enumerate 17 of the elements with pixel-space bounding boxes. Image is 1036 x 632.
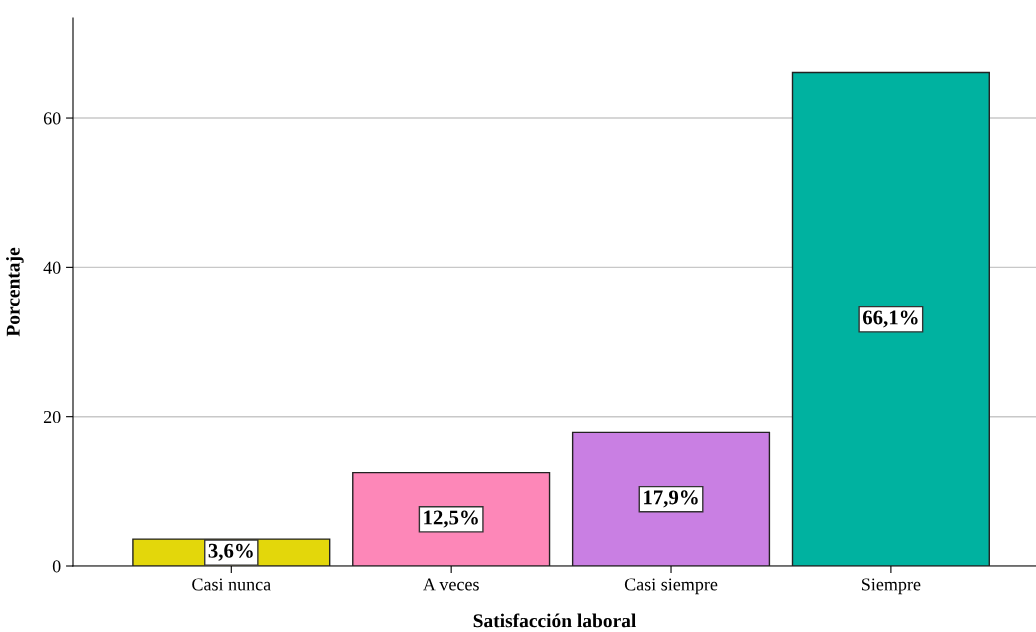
- data-label: 12,5%: [424, 510, 478, 528]
- y-axis-title: Porcentaje: [6, 247, 24, 337]
- bar: [352, 471, 551, 566]
- x-tick-label: Casi nunca: [192, 578, 271, 591]
- x-tick-label: A veces: [423, 578, 479, 591]
- y-tick-label: 60: [43, 112, 61, 125]
- bar: [571, 431, 771, 566]
- x-tick-label: Siempre: [862, 578, 921, 595]
- bar: [791, 71, 990, 566]
- y-tick-label: 20: [43, 410, 61, 424]
- data-label: 17,9%: [644, 490, 698, 508]
- data-label: 3,6%: [208, 543, 253, 561]
- data-label: 66,1%: [862, 310, 918, 328]
- x-axis-title: Satisfacción laboral: [473, 613, 636, 628]
- y-tick-label: 0: [52, 560, 61, 573]
- y-tick-label: 40: [43, 261, 61, 274]
- x-tick-label: Casi siempre: [624, 578, 718, 595]
